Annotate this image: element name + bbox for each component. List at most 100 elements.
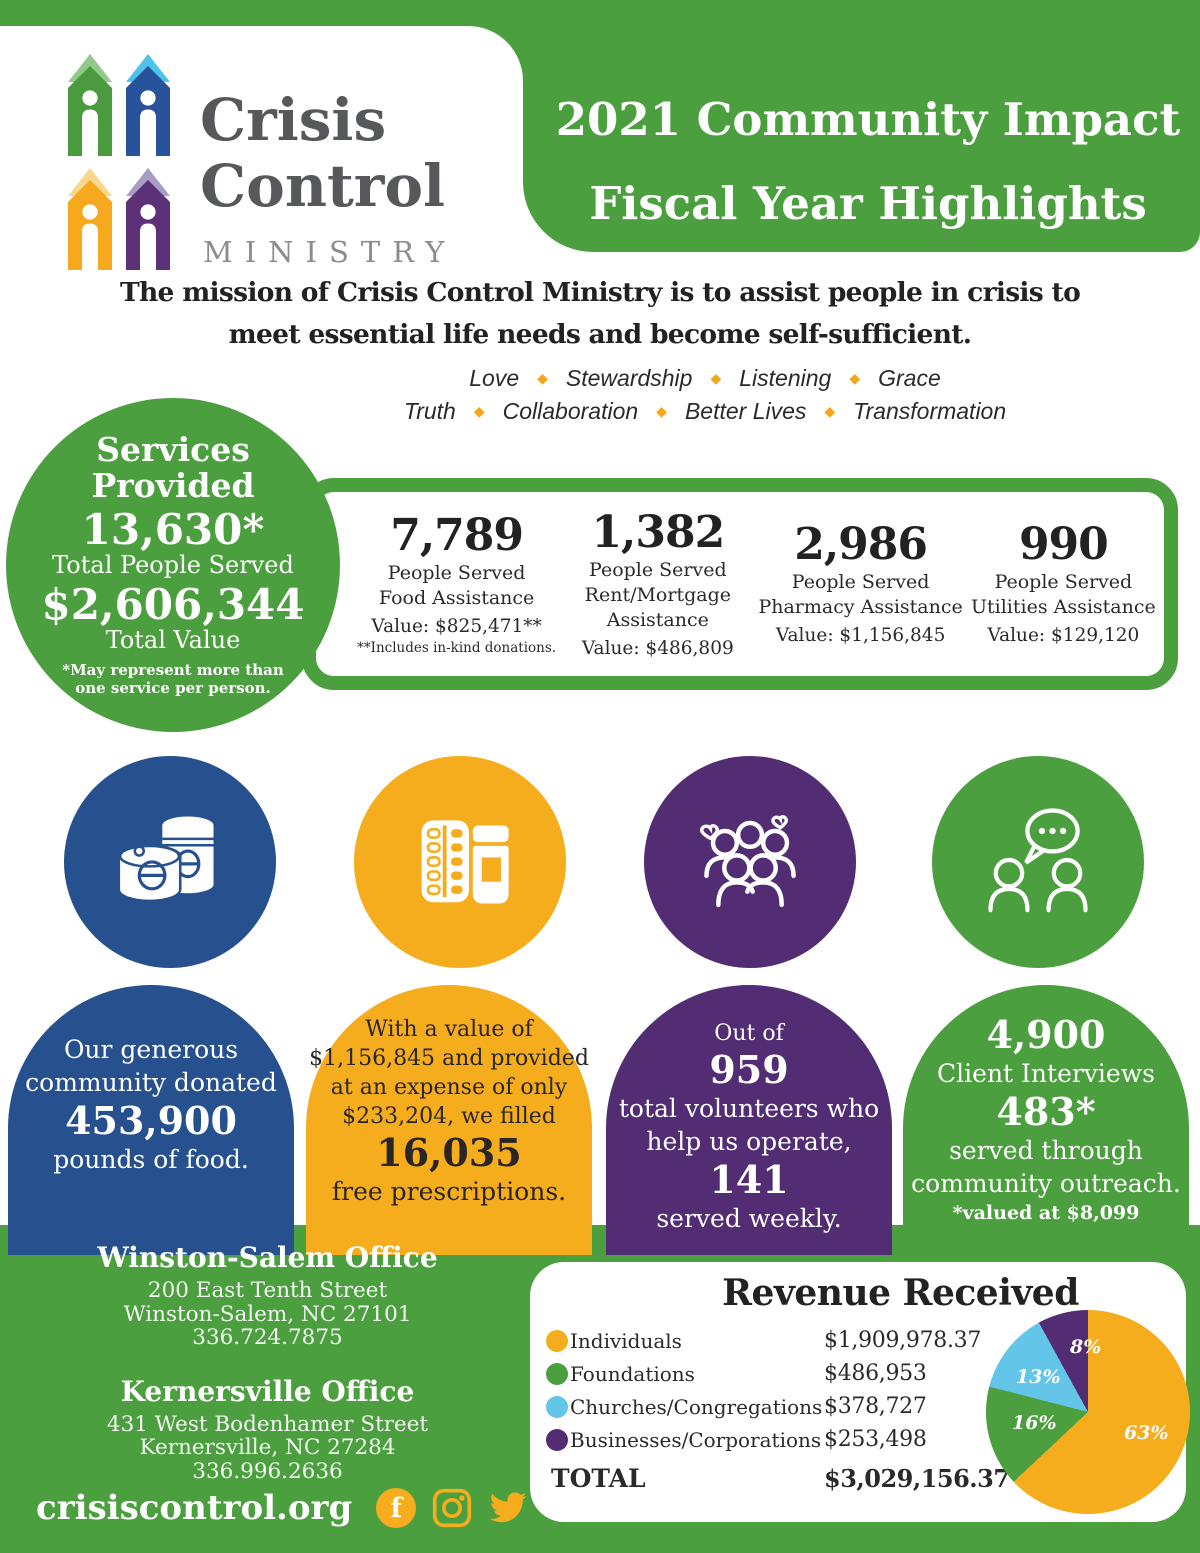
revenue-legend-row: Foundations $486,953 xyxy=(546,1357,1016,1390)
prescriptions-icon xyxy=(396,796,524,928)
diamond-separator-icon: ◆ xyxy=(656,403,667,419)
arch-text-line: Our generous xyxy=(63,1035,239,1064)
stat-column: 7,789 People Served Food Assistance Value: … xyxy=(356,492,557,676)
arch-text-line: total volunteers who xyxy=(618,1094,880,1123)
twitter-icon[interactable] xyxy=(488,1488,528,1528)
legend-value: $378,727 xyxy=(824,1394,927,1419)
stat-number: 2,986 xyxy=(794,519,928,570)
office-block: Kernersville Office 431 West Bodenhamer S… xyxy=(15,1374,520,1484)
office-address-line: Kernersville, NC 27284 xyxy=(139,1435,396,1460)
value-word: Listening xyxy=(739,365,832,391)
arch-text-line: pounds of food. xyxy=(53,1145,249,1174)
arch-text-line: 4,900 xyxy=(986,1012,1106,1057)
total-people-served-number: 13,630* xyxy=(81,505,265,554)
logo-house-icon xyxy=(68,54,112,156)
volunteers-arch: Out of 959 total volunteers who help us ope… xyxy=(606,985,892,1255)
stat-column: 2,986 People Served Pharmacy Assistance Val… xyxy=(758,492,962,676)
office-address-line: 336.996.2636 xyxy=(192,1458,343,1484)
legend-label: Foundations xyxy=(570,1361,695,1386)
mission-line1: The mission of Crisis Control Ministry i… xyxy=(119,277,1081,308)
pie-percent-label: 16% xyxy=(1012,1412,1057,1434)
diamond-separator-icon: ◆ xyxy=(473,403,485,419)
diamond-separator-icon: ◆ xyxy=(849,370,861,386)
legend-label: Individuals xyxy=(570,1328,682,1353)
value-word: Truth xyxy=(403,398,456,424)
arch-text-line: With a value of xyxy=(365,1017,533,1042)
office-address-line: Winston-Salem, NC 27101 xyxy=(123,1301,412,1327)
legend-value: $1,909,978.37 xyxy=(824,1328,982,1353)
stat-label-line: Rent/Mortgage xyxy=(584,583,731,606)
diamond-separator-icon: ◆ xyxy=(537,370,548,386)
total-people-served-label: Total People Served xyxy=(52,551,294,579)
diamond-separator-icon: ◆ xyxy=(824,403,836,419)
client-interviews-icon xyxy=(972,794,1104,930)
website-link[interactable]: crisiscontrol.org xyxy=(36,1488,353,1528)
legend-value: $486,953 xyxy=(824,1361,927,1386)
revenue-legend-row: Individuals $1,909,978.37 xyxy=(546,1324,1016,1357)
pie-percent-label: 8% xyxy=(1070,1336,1102,1358)
facebook-icon[interactable]: f xyxy=(376,1488,417,1528)
office-name: Winston-Salem Office xyxy=(97,1241,438,1274)
arch-text-line: 959 xyxy=(709,1047,789,1092)
stat-label-line: People Served xyxy=(387,562,526,584)
logo-text-ministry: MINISTRY xyxy=(203,235,457,269)
arch-text-line: 16,035 xyxy=(376,1130,522,1175)
arch-text-line: community donated xyxy=(25,1068,277,1097)
services-title-line1: Services xyxy=(96,430,250,469)
arch-text-line: help us operate, xyxy=(646,1127,852,1156)
mission-line2: meet essential life needs and become sel… xyxy=(228,319,972,350)
logo-text-crisis: Crisis xyxy=(200,86,387,154)
office-name: Kernersville Office xyxy=(120,1374,415,1408)
arch-text-line: free prescriptions. xyxy=(331,1177,567,1206)
stat-label-line: Utilities Assistance xyxy=(970,596,1156,618)
arch-text-line: served weekly. xyxy=(656,1204,842,1233)
arch-text-line: *valued at $8,099 xyxy=(952,1202,1140,1224)
services-provided-badge: Services Provided 13,630* Total People S… xyxy=(6,398,340,732)
office-address-line: 200 East Tenth Street xyxy=(147,1278,388,1303)
stat-number: 1,382 xyxy=(591,506,725,558)
stat-value: Value: $486,809 xyxy=(581,637,734,659)
stat-label-line: Pharmacy Assistance xyxy=(758,596,963,618)
legend-value: $253,498 xyxy=(824,1427,927,1452)
total-label: TOTAL xyxy=(551,1463,646,1493)
logo-house-icon xyxy=(68,168,112,270)
stat-value: Value: $1,156,845 xyxy=(775,625,946,646)
revenue-title: Revenue Received xyxy=(722,1272,1079,1314)
stat-label-line: People Served xyxy=(994,571,1133,593)
values-row1: Love ◆ Stewardship ◆ Listening ◆ Grace xyxy=(210,365,1200,392)
mission-statement: The mission of Crisis Control Ministry i… xyxy=(0,272,1200,356)
value-word: Transformation xyxy=(853,398,1007,424)
logo-houses-icon xyxy=(68,54,228,279)
canned-food-arch: Our generous community donated 453,900 poun… xyxy=(8,985,294,1255)
stat-column: 1,382 People Served Rent/Mortgage Assistanc… xyxy=(557,492,758,676)
arch-text-line: at an expense of only xyxy=(330,1075,568,1100)
instagram-icon[interactable] xyxy=(432,1488,472,1528)
stat-value: Value: $129,120 xyxy=(987,625,1140,646)
legend-dot xyxy=(546,1395,568,1418)
client-interviews-circle xyxy=(932,756,1144,968)
stat-column: 990 People Served Utilities Assistance Valu… xyxy=(963,492,1164,676)
pie-percent-label: 63% xyxy=(1124,1422,1169,1444)
stat-number: 7,789 xyxy=(390,510,524,561)
logo-text-control: Control xyxy=(200,152,446,220)
legend-dot xyxy=(546,1428,568,1451)
total-value-number: $2,606,344 xyxy=(41,580,305,629)
arch-text-line: $233,204, we filled xyxy=(342,1104,556,1129)
prescriptions-arch: With a value of $1,156,845 and provided at… xyxy=(306,985,592,1255)
diamond-separator-icon: ◆ xyxy=(710,370,722,386)
stat-label-line: People Served xyxy=(589,558,727,581)
stat-number: 990 xyxy=(1018,519,1109,570)
arch-text-line: Client Interviews xyxy=(937,1059,1155,1088)
pie-percent-label: 13% xyxy=(1016,1366,1061,1388)
value-word: Grace xyxy=(878,365,941,391)
canned-food-circle xyxy=(64,756,276,968)
revenue-legend: Individuals $1,909,978.37 Foundations $486,… xyxy=(546,1324,1016,1500)
logo-house-icon xyxy=(126,54,170,156)
revenue-total-row: TOTAL $3,029,156.37 xyxy=(546,1456,1016,1500)
volunteers-circle xyxy=(644,756,856,968)
office-block: Winston-Salem Office 200 East Tenth Stree… xyxy=(15,1243,520,1350)
arch-text-line: 453,900 xyxy=(65,1098,237,1143)
page-title-line2: Fiscal Year Highlights xyxy=(589,177,1147,230)
stat-label-line: Food Assistance xyxy=(378,587,535,609)
